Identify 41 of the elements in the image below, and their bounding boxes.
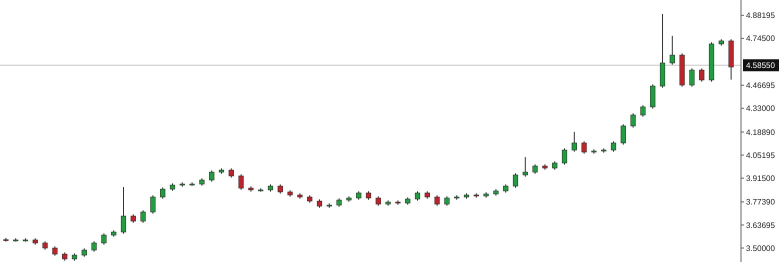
candlestick bbox=[640, 104, 646, 118]
candlestick bbox=[562, 148, 568, 166]
candlestick bbox=[228, 168, 234, 178]
candlestick bbox=[532, 164, 538, 174]
y-tick-label: 4.18890 bbox=[746, 128, 776, 137]
candlestick bbox=[101, 232, 106, 246]
ref-line-label: 4.58550 bbox=[746, 61, 776, 70]
candlestick bbox=[150, 194, 156, 214]
candlestick bbox=[376, 196, 381, 206]
candlestick bbox=[434, 194, 440, 206]
y-tick-label: 4.88195 bbox=[746, 11, 776, 20]
candlestick bbox=[52, 246, 58, 256]
y-tick-label: 3.63695 bbox=[746, 220, 776, 230]
candlestick bbox=[414, 190, 420, 202]
candlestick bbox=[238, 174, 244, 190]
candlestick bbox=[670, 35, 675, 66]
candlestick bbox=[278, 184, 283, 194]
candlestick bbox=[620, 124, 626, 146]
candlestick bbox=[160, 186, 166, 200]
candlestick bbox=[209, 170, 214, 182]
candlestick bbox=[444, 196, 450, 206]
candlestick bbox=[660, 13, 666, 88]
y-tick-label: 3.77390 bbox=[746, 198, 776, 207]
candlestick bbox=[689, 68, 695, 88]
y-tick-label: 4.33000 bbox=[746, 104, 776, 114]
candlestick bbox=[120, 186, 126, 234]
candlestick bbox=[582, 140, 587, 154]
y-tick-label: 4.46695 bbox=[746, 81, 776, 90]
candlestick bbox=[140, 210, 146, 224]
candlestick bbox=[91, 240, 97, 252]
y-tick-label: 3.91500 bbox=[746, 174, 776, 183]
candlestick bbox=[610, 140, 616, 152]
candlestick bbox=[650, 84, 656, 110]
y-tick-label: 3.50000 bbox=[746, 244, 776, 253]
candlestick bbox=[630, 112, 636, 128]
y-tick-label: 4.74500 bbox=[746, 34, 776, 44]
candlestick bbox=[522, 156, 528, 178]
y-tick-label: 4.05195 bbox=[746, 150, 776, 160]
candlestick bbox=[512, 172, 518, 188]
candlestick bbox=[572, 131, 577, 152]
candlestick bbox=[699, 68, 704, 82]
